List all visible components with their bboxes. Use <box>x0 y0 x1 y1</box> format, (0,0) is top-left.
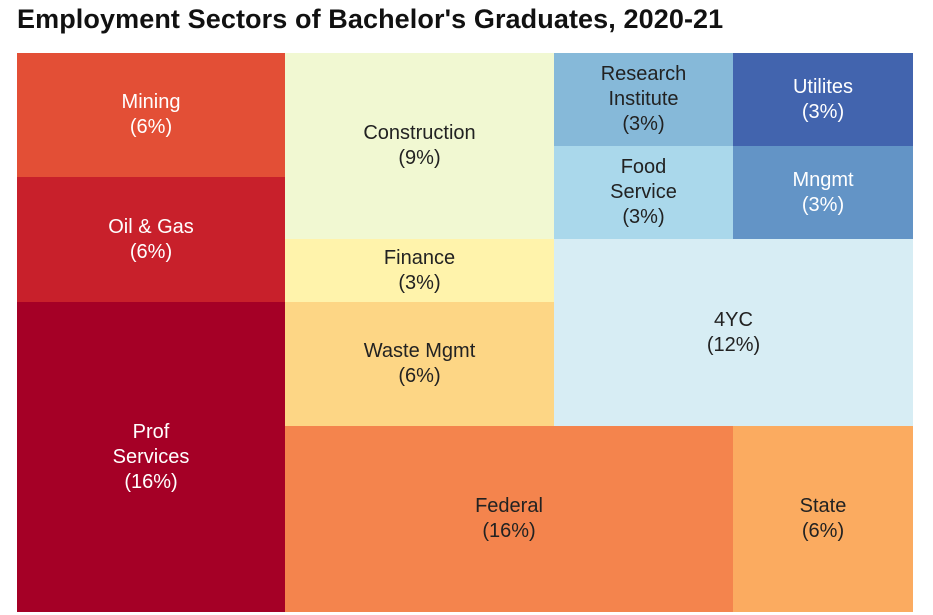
tile-label: State <box>799 495 847 517</box>
tile-label-group: State (6%) <box>800 494 847 544</box>
tile-value-label: (6%) <box>129 116 173 138</box>
treemap-tile-mining: Mining (6%) <box>17 53 285 177</box>
tile-label-group: Construction (9%) <box>363 121 475 171</box>
tile-label-group: Finance (3%) <box>384 246 455 296</box>
treemap-tile-prof-services: Prof Services (16%) <box>17 302 285 612</box>
tile-label-group: Mngmt (3%) <box>792 168 853 218</box>
tile-value-label: (3%) <box>622 206 665 228</box>
tile-value-label: (12%) <box>706 333 761 356</box>
tile-label: Federal <box>475 495 543 517</box>
tile-label-group: Research Institute (3%) <box>601 62 687 137</box>
tile-value-label: (3%) <box>622 113 665 135</box>
treemap-tile-state: State (6%) <box>733 426 913 612</box>
tile-label-group: Prof Services (16%) <box>113 420 190 495</box>
treemap-tile-federal: Federal (16%) <box>285 426 733 612</box>
tile-label: Construction <box>363 122 476 144</box>
treemap-tile-utilites: Utilites (3%) <box>733 53 913 146</box>
tile-value-label: (6%) <box>801 520 845 542</box>
tile-label: Research Institute <box>600 63 687 110</box>
tile-label: Mining <box>121 91 181 113</box>
tile-label: Finance <box>383 246 456 269</box>
tile-label: Utilites <box>792 75 853 98</box>
tile-label-group: Mining (6%) <box>122 90 181 140</box>
tile-label: Prof Services <box>112 420 190 468</box>
treemap-tile-food-service: Food Service (3%) <box>554 146 733 239</box>
tile-label: Food Service <box>610 156 677 203</box>
tile-value-label: (6%) <box>129 240 173 263</box>
tile-label: Mngmt <box>792 168 854 191</box>
treemap-tile-construction: Construction (9%) <box>285 53 554 239</box>
tile-value-label: (16%) <box>124 470 178 493</box>
tile-label: Oil & Gas <box>108 215 194 238</box>
treemap-tile-4yc: 4YC (12%) <box>554 239 913 426</box>
tile-value-label: (3%) <box>801 100 845 123</box>
tile-value-label: (3%) <box>801 193 845 216</box>
tile-value-label: (6%) <box>398 365 441 387</box>
tile-label: 4YC <box>714 308 753 331</box>
tile-label-group: Food Service (3%) <box>610 155 677 230</box>
treemap-tile-research-institute: Research Institute (3%) <box>554 53 733 146</box>
chart-title: Employment Sectors of Bachelor's Graduat… <box>17 4 724 34</box>
treemap-tile-waste-mgmt: Waste Mgmt (6%) <box>285 302 554 426</box>
tile-label-group: Federal (16%) <box>475 494 543 544</box>
tile-label-group: Utilites (3%) <box>793 75 853 125</box>
tile-label: Waste Mgmt <box>363 340 476 362</box>
tile-label-group: Oil & Gas (6%) <box>108 215 194 265</box>
tile-label-group: 4YC (12%) <box>707 308 760 358</box>
treemap-tile-mngmt: Mngmt (3%) <box>733 146 913 239</box>
tile-label-group: Waste Mgmt (6%) <box>364 339 476 389</box>
treemap-tile-finance: Finance (3%) <box>285 239 554 302</box>
tile-value-label: (3%) <box>398 271 441 294</box>
tile-value-label: (16%) <box>482 520 536 542</box>
treemap-tile-oil-gas: Oil & Gas (6%) <box>17 177 285 302</box>
tile-value-label: (9%) <box>398 147 441 169</box>
